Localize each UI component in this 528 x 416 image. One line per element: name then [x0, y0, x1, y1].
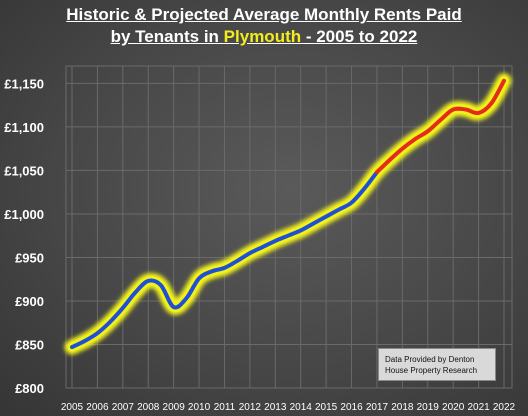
y-tick-label: £1,000 [4, 207, 44, 222]
title-line-2: by Tenants in Plymouth - 2005 to 2022 [0, 26, 528, 48]
x-tick-label: 2017 [366, 402, 389, 413]
x-tick-label: 2015 [315, 402, 338, 413]
x-tick-label: 2021 [467, 402, 490, 413]
y-tick-label: £1,150 [4, 76, 44, 91]
y-tick-label: £800 [15, 381, 44, 396]
chart-title: Historic & Projected Average Monthly Ren… [0, 4, 528, 48]
x-tick-label: 2010 [188, 402, 211, 413]
x-tick-label: 2009 [163, 402, 186, 413]
title-line-1: Historic & Projected Average Monthly Ren… [66, 5, 462, 24]
y-axis: £800 £850 £900 £950 £1,000 £1,050 £1,100 £1,150 [4, 76, 44, 396]
y-tick-label: £1,050 [4, 163, 44, 178]
y-tick-label: £1,100 [4, 120, 44, 135]
data-credit-box: Data Provided by Denton House Property R… [378, 348, 496, 381]
x-tick-label: 2011 [214, 402, 236, 413]
x-axis: 2005 2006 2007 2008 2009 2010 2011 2012 2013 2014… [61, 402, 516, 413]
x-tick-label: 2018 [391, 402, 414, 413]
x-tick-label: 2016 [340, 402, 363, 413]
title-city-highlight: Plymouth [223, 27, 302, 46]
x-tick-label: 2007 [112, 402, 135, 413]
x-tick-label: 2014 [290, 402, 313, 413]
gridlines [65, 65, 513, 389]
title-line-2-prefix: by Tenants in [110, 27, 224, 46]
x-tick-label: 2019 [417, 402, 440, 413]
x-tick-label: 2006 [86, 402, 109, 413]
y-tick-label: £900 [15, 294, 44, 309]
series-line [70, 170, 379, 350]
x-tick-label: 2013 [264, 402, 287, 413]
series-line [374, 78, 506, 175]
data-lines [64, 73, 512, 355]
title-line-2-suffix: - 2005 to 2022 [301, 27, 418, 46]
x-tick-label: 2005 [61, 402, 84, 413]
x-tick-label: 2022 [493, 402, 516, 413]
x-tick-label: 2012 [239, 402, 262, 413]
y-tick-label: £950 [15, 250, 44, 265]
x-tick-label: 2008 [137, 402, 160, 413]
x-tick-label: 2020 [442, 402, 465, 413]
y-tick-label: £850 [15, 337, 44, 352]
